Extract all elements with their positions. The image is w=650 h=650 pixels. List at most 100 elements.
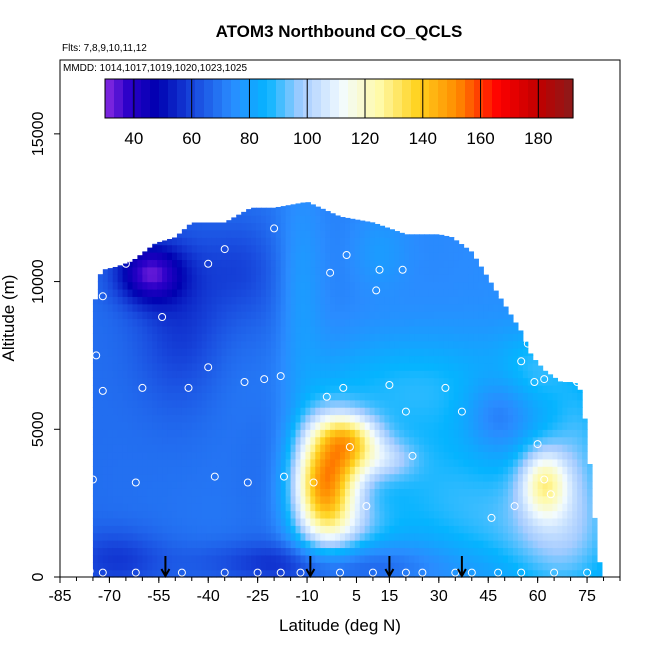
heatmap-cell: [414, 473, 420, 482]
heatmap-cell: [458, 244, 465, 246]
heatmap-cell: [280, 377, 287, 386]
colorbar-segment: [258, 79, 268, 118]
heatmap-cell: [137, 510, 143, 519]
heatmap-cell: [428, 480, 435, 489]
heatmap-cell: [587, 488, 593, 497]
heatmap-cell: [532, 377, 539, 386]
heatmap-cell: [226, 259, 232, 268]
heatmap-cell: [300, 340, 307, 349]
heatmap-cell: [448, 503, 455, 512]
heatmap-cell: [330, 252, 336, 261]
heatmap-cell: [488, 554, 494, 563]
heatmap-cell: [409, 488, 415, 497]
heatmap-cell: [241, 532, 247, 541]
heatmap-cell: [374, 348, 381, 357]
heatmap-cell: [384, 333, 391, 342]
heatmap-cell: [97, 340, 104, 349]
heatmap-cell: [384, 562, 391, 571]
heatmap-cell: [349, 444, 356, 453]
heatmap-cell: [256, 554, 262, 563]
heatmap-cell: [181, 333, 188, 342]
heatmap-cell: [340, 288, 346, 297]
heatmap-cell: [512, 392, 519, 401]
heatmap-cell: [172, 281, 178, 290]
heatmap-cell: [226, 384, 232, 393]
heatmap-cell: [107, 268, 114, 275]
heatmap-cell: [137, 547, 143, 556]
heatmap-cell: [349, 525, 356, 534]
heatmap-cell: [458, 473, 465, 482]
heatmap-cell: [157, 311, 163, 320]
heatmap-cell: [448, 451, 455, 460]
heatmap-cell: [547, 473, 554, 482]
heatmap-cell: [147, 569, 153, 578]
heatmap-cell: [142, 340, 148, 349]
heatmap-cell: [547, 377, 554, 386]
heatmap-cell: [191, 554, 198, 563]
heatmap-cell: [191, 421, 198, 430]
heatmap-cell: [152, 554, 158, 563]
heatmap-cell: [112, 399, 119, 408]
heatmap-cell: [305, 355, 311, 364]
heatmap-cell: [330, 384, 336, 393]
heatmap-cell: [132, 458, 139, 467]
heatmap-cell: [582, 473, 588, 482]
heatmap-cell: [142, 495, 148, 504]
heatmap-cell: [409, 392, 415, 401]
heatmap-cell: [117, 399, 124, 408]
heatmap-cell: [157, 325, 163, 334]
heatmap-cell: [176, 296, 183, 305]
heatmap-cell: [335, 458, 341, 467]
heatmap-cell: [196, 237, 203, 246]
heatmap-cell: [236, 421, 242, 430]
heatmap-cell: [260, 222, 267, 231]
heatmap-cell: [349, 392, 356, 401]
heatmap-cell: [438, 466, 445, 475]
heatmap-cell: [157, 259, 163, 268]
heatmap-cell: [221, 488, 227, 497]
heatmap-cell: [102, 562, 109, 571]
heatmap-cell: [315, 266, 321, 275]
heatmap-cell: [167, 392, 173, 401]
heatmap-cell: [290, 436, 297, 445]
heatmap-cell: [315, 370, 321, 379]
heatmap-cell: [280, 348, 287, 357]
heatmap-cell: [379, 421, 386, 430]
heatmap-cell: [379, 318, 386, 327]
heatmap-cell: [270, 473, 277, 482]
heatmap-cell: [517, 547, 524, 556]
heatmap-cell: [498, 436, 504, 445]
heatmap-cell: [305, 458, 311, 467]
heatmap-cell: [325, 451, 331, 460]
heatmap-cell: [191, 237, 198, 246]
heatmap-cell: [112, 266, 119, 275]
heatmap-cell: [577, 525, 583, 534]
heatmap-cell: [226, 407, 232, 416]
heatmap-cell: [260, 466, 267, 475]
heatmap-cell: [389, 281, 395, 290]
heatmap-cell: [419, 281, 425, 290]
heatmap-cell: [246, 355, 252, 364]
heatmap-cell: [122, 303, 129, 312]
heatmap-cell: [137, 274, 143, 283]
heatmap-cell: [236, 370, 242, 379]
heatmap-cell: [251, 532, 257, 541]
heatmap-cell: [330, 213, 336, 216]
heatmap-cell: [508, 370, 514, 379]
heatmap-cell: [275, 488, 282, 497]
heatmap-cell: [547, 392, 554, 401]
heatmap-cell: [246, 215, 252, 224]
heatmap-cell: [167, 311, 173, 320]
heatmap-cell: [260, 451, 267, 460]
heatmap-cell: [473, 266, 479, 275]
heatmap-cell: [364, 569, 371, 578]
heatmap-cell: [305, 466, 311, 475]
heatmap-cell: [107, 510, 114, 519]
heatmap-cell: [562, 414, 568, 423]
heatmap-cell: [142, 436, 148, 445]
heatmap-cell: [419, 554, 425, 563]
heatmap-cell: [433, 333, 440, 342]
heatmap-cell: [596, 569, 603, 578]
heatmap-cell: [438, 348, 445, 357]
heatmap-cell: [453, 525, 460, 534]
